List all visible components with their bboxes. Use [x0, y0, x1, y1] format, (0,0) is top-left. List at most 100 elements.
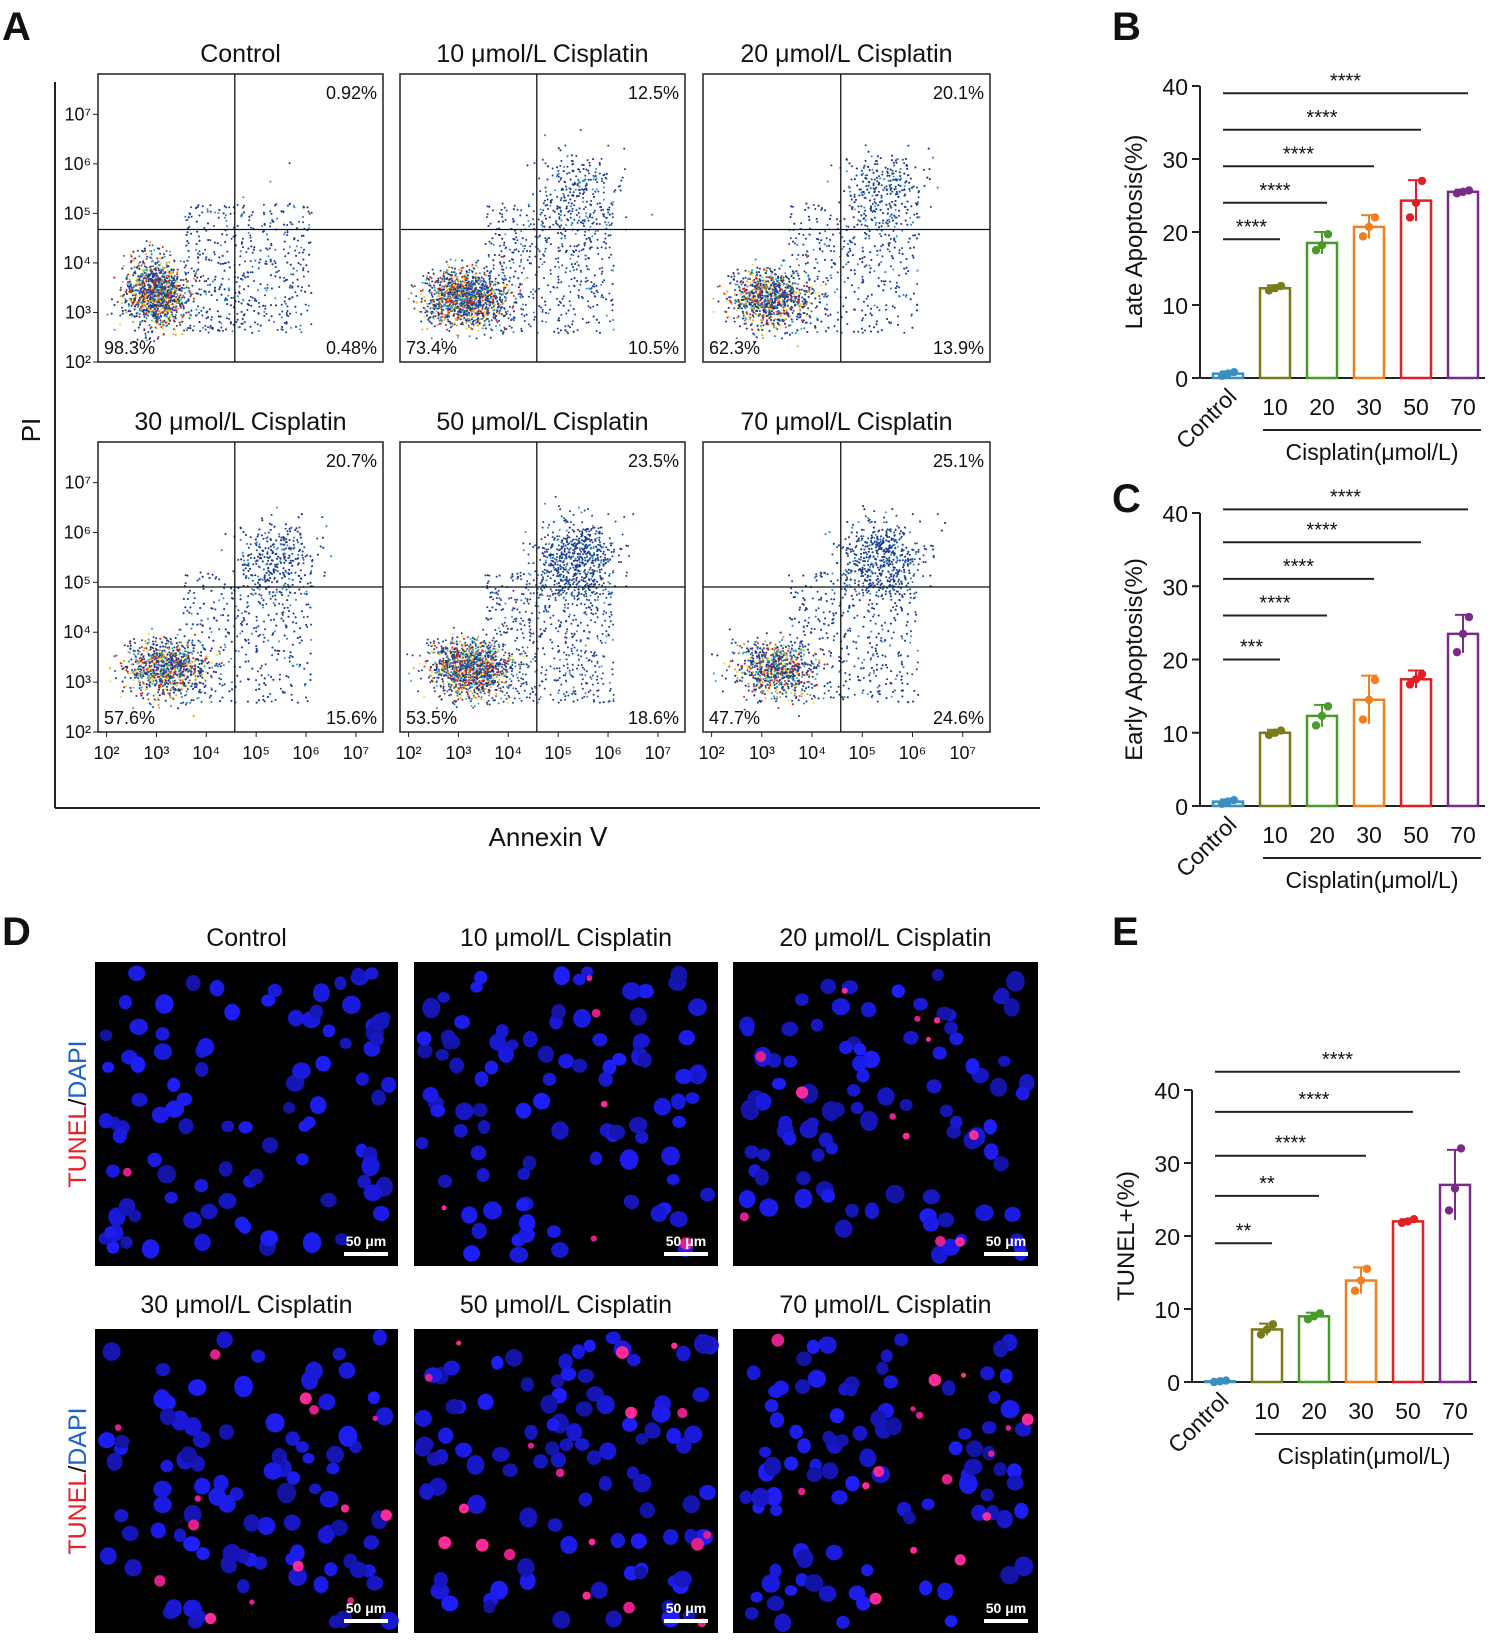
- flow-xtick-label: 10⁵: [544, 743, 571, 763]
- data-point: [1311, 246, 1321, 255]
- tunel-positive-cells: [771, 1333, 1034, 1605]
- flow-quadrant-ll-pct: 62.3%: [709, 338, 760, 358]
- stain-label-dapi: DAPI: [64, 1407, 92, 1465]
- flow-panel-title: 70 μmol/L Cisplatin: [740, 408, 952, 436]
- flow-panels: Control 0.92% 98.3% 0.48% 10⁷ 10⁶ 10⁵ 10⁴ 10³ 10²…: [63, 40, 991, 763]
- data-point: [1409, 1215, 1419, 1224]
- microscopy-panel: 50 μmol/L Cisplatin 50 μm: [414, 1291, 719, 1633]
- data-point: [1405, 680, 1415, 689]
- bar: [1258, 286, 1292, 380]
- data-point: [1268, 1320, 1278, 1329]
- x-axis-title: Cisplatin(μmol/L): [1285, 439, 1458, 465]
- dapi-nuclei: [415, 965, 716, 1263]
- data-point: [1311, 721, 1321, 730]
- flow-quadrant-ll-pct: 57.6%: [104, 708, 155, 728]
- flow-xtick-label: 10⁵: [849, 743, 876, 763]
- significance-label: ****: [1259, 593, 1290, 615]
- flow-ytick-label: 10⁴: [63, 253, 91, 273]
- bar: [1305, 714, 1339, 808]
- flow-panel: 20 μmol/L Cisplatin 20.1% 62.3% 13.9%: [702, 40, 991, 363]
- y-tick-label: 10: [1162, 721, 1188, 747]
- y-axis-title: TUNEL+(%): [1113, 1171, 1140, 1301]
- bar: [1250, 1328, 1284, 1384]
- microscopy-panel: Control 50 μm: [95, 924, 398, 1266]
- data-point: [1323, 702, 1333, 711]
- flow-outer-axes: [54, 82, 1040, 809]
- scale-bar-label: 50 μm: [346, 1600, 386, 1616]
- data-point: [1256, 1330, 1266, 1339]
- scale-bar: [984, 1619, 1028, 1623]
- dapi-nuclei: [98, 965, 397, 1259]
- flow-quadrant-ur-pct: 0.92%: [326, 83, 377, 103]
- y-tick-label: 40: [1154, 1078, 1180, 1104]
- significance-label: ****: [1330, 486, 1361, 508]
- data-point: [1370, 675, 1380, 685]
- data-point: [1411, 198, 1421, 207]
- flow-quadrant-ll-pct: 53.5%: [406, 708, 457, 728]
- x-tick-label: 50: [1395, 1398, 1421, 1424]
- flow-quadrant-lr-pct: 18.6%: [628, 708, 679, 728]
- flow-ytick-label: 10⁶: [64, 154, 91, 174]
- flow-xtick-label: 10²: [94, 743, 120, 763]
- flow-xtick-label: 10⁶: [899, 743, 926, 763]
- flow-xtick-label: 10⁴: [192, 743, 220, 763]
- scale-bar: [984, 1252, 1028, 1256]
- stain-label-dapi: DAPI: [64, 1040, 92, 1098]
- significance-label: ****: [1330, 70, 1361, 92]
- panel-label-d: D: [2, 910, 31, 954]
- stain-label: TUNEL/DAPI: [64, 1407, 92, 1554]
- bar: [1344, 1279, 1378, 1384]
- significance-label: ***: [1240, 637, 1264, 659]
- x-tick-label: 30: [1356, 394, 1382, 420]
- flow-plot-frame: [399, 73, 686, 363]
- significance-label: ****: [1283, 143, 1314, 165]
- data-point: [1229, 795, 1239, 805]
- data-point: [1221, 1376, 1231, 1385]
- data-point: [1356, 1276, 1366, 1285]
- stain-label-tunel: TUNEL: [64, 1106, 92, 1188]
- x-tick-label: 70: [1442, 1398, 1468, 1424]
- data-point: [1262, 1325, 1272, 1334]
- flow-ytick-label: 10⁴: [63, 622, 91, 642]
- data-point: [1444, 1206, 1454, 1215]
- data-point: [1276, 726, 1286, 735]
- flow-xtick-label: 10⁷: [645, 743, 672, 763]
- flow-panel-title: Control: [200, 40, 281, 68]
- significance-label: **: [1259, 1173, 1275, 1195]
- scale-bar-label: 50 μm: [666, 1600, 706, 1616]
- microscopy-panel: 70 μmol/L Cisplatin 50 μm: [733, 1291, 1038, 1633]
- tunel-positive-cells: [441, 975, 693, 1251]
- bar-chart-e: 0 10 20 30 40 TUNEL+(%) 10 20 30 50 70 Control Cispl…: [1113, 1049, 1477, 1469]
- data-point: [1417, 176, 1427, 186]
- flow-panel: Control 0.92% 98.3% 0.48% 10⁷ 10⁶ 10⁵ 10⁴ 10³ 10²: [63, 40, 384, 372]
- data-point: [1362, 1264, 1372, 1274]
- data-point: [1350, 1286, 1360, 1295]
- data-point: [1456, 1144, 1466, 1153]
- data-point: [1317, 711, 1327, 721]
- flow-ytick-label: 10²: [65, 352, 91, 372]
- flow-quadrant-ur-pct: 23.5%: [628, 451, 679, 471]
- x-tick-label: 50: [1403, 822, 1429, 848]
- flow-quadrant-ur-pct: 20.1%: [933, 83, 984, 103]
- data-point: [1229, 367, 1239, 377]
- flow-ytick-label: 10⁶: [64, 522, 91, 542]
- scale-bar: [344, 1619, 388, 1623]
- dapi-nuclei: [738, 969, 1035, 1264]
- flow-scatter: [406, 495, 635, 710]
- panel-label-e: E: [1112, 910, 1139, 954]
- significance-label: **: [1236, 1220, 1252, 1242]
- panel-label-c: C: [1112, 477, 1141, 521]
- y-tick-label: 20: [1154, 1224, 1180, 1250]
- x-tick-label: 20: [1301, 1398, 1327, 1424]
- flow-ytick-label: 10²: [65, 722, 91, 742]
- microscopy-image: [733, 962, 1038, 1266]
- data-point: [1364, 222, 1374, 232]
- y-tick-label: 30: [1162, 574, 1188, 600]
- y-tick-label: 40: [1162, 501, 1188, 527]
- bar: [1446, 190, 1480, 380]
- flow-quadrant-ll-pct: 73.4%: [406, 338, 457, 358]
- flow-quadrant-lr-pct: 15.6%: [326, 708, 377, 728]
- data-point: [1358, 232, 1368, 241]
- x-axis-title: Cisplatin(μmol/L): [1277, 1443, 1450, 1469]
